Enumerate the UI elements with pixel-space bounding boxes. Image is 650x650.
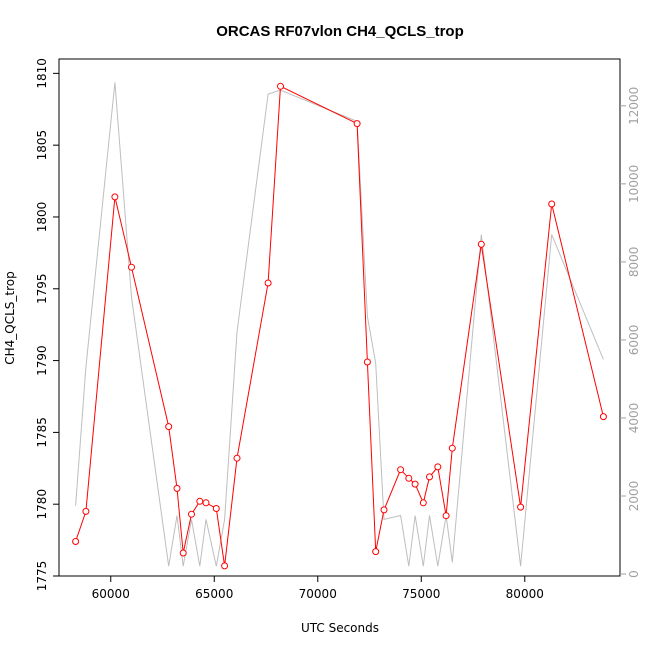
data-point — [173, 484, 181, 492]
data-point — [419, 499, 427, 507]
y2-tick-label: 4000 — [627, 403, 641, 434]
y2-tick-label: 8000 — [627, 247, 641, 278]
y2-tick-label: 6000 — [627, 325, 641, 356]
data-point — [277, 82, 284, 90]
y-tick-label: 1780 — [35, 489, 49, 520]
data-point — [434, 463, 442, 471]
data-point — [517, 503, 525, 511]
data-point — [405, 474, 413, 482]
y-tick-label: 1785 — [35, 417, 49, 448]
secondary-series-line — [75, 82, 604, 567]
chart-title: ORCAS RF07vlon CH4_QCLS_trop — [216, 23, 464, 40]
data-point — [82, 507, 90, 515]
data-point — [72, 538, 80, 545]
y2-tick-label: 0 — [627, 570, 641, 578]
data-point — [202, 499, 210, 507]
x-tick-label: 60000 — [92, 587, 130, 601]
data-point — [448, 444, 456, 452]
x-tick-label: 75000 — [402, 587, 440, 601]
y-tick-label: 1795 — [35, 274, 49, 305]
x-axis: 60000 65000 70000 75000 80000 — [92, 576, 544, 601]
y2-tick-label: 2000 — [627, 481, 641, 512]
data-point — [372, 548, 380, 556]
data-point — [599, 413, 607, 421]
primary-series-line — [75, 85, 604, 566]
x-axis-label: UTC Seconds — [301, 621, 379, 635]
data-point — [233, 454, 241, 462]
data-point — [111, 193, 119, 201]
data-point — [363, 358, 371, 366]
y-tick-label: 1805 — [35, 130, 49, 161]
data-point — [442, 512, 450, 520]
x-tick-label: 65000 — [195, 587, 233, 601]
data-point — [264, 279, 272, 287]
data-point — [165, 423, 173, 431]
data-point — [212, 505, 220, 512]
data-point — [196, 497, 204, 505]
data-point — [179, 549, 187, 557]
y-tick-label: 1800 — [35, 202, 49, 233]
data-point — [128, 263, 135, 271]
data-point — [397, 466, 405, 474]
x-tick-label: 80000 — [506, 587, 544, 601]
left-y-axis: 1775 1780 1785 1790 1795 1800 1805 1810 — [35, 58, 59, 591]
y2-tick-label: 12000 — [627, 87, 641, 125]
y2-tick-label: 10000 — [627, 165, 641, 203]
y-tick-label: 1810 — [35, 58, 49, 89]
data-point — [380, 506, 388, 514]
x-tick-label: 70000 — [299, 587, 337, 601]
y-axis-label: CH4_QCLS_trop — [3, 271, 17, 365]
data-point — [221, 562, 229, 570]
y-tick-label: 1775 — [35, 561, 49, 592]
data-point — [548, 200, 556, 208]
series-layer — [72, 82, 607, 570]
plot-frame — [58, 58, 621, 577]
data-point — [411, 480, 419, 488]
data-point — [426, 473, 433, 481]
data-point — [477, 240, 485, 248]
data-point — [188, 510, 195, 518]
data-point — [353, 120, 361, 128]
right-y-axis: 0 2000 4000 6000 8000 10000 12000 — [620, 87, 641, 578]
y-tick-label: 1790 — [35, 345, 49, 376]
